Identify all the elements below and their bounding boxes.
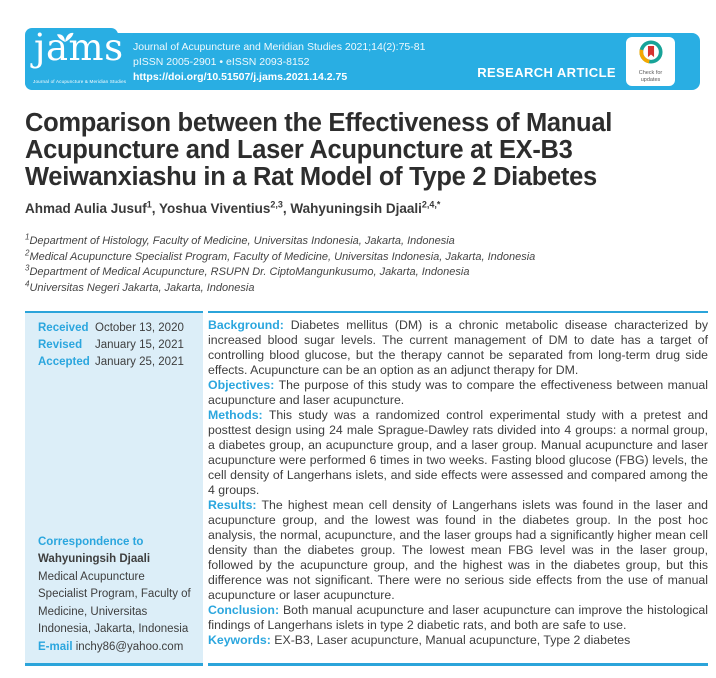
keywords-label: Keywords: xyxy=(208,633,271,647)
affiliation-line: 4Universitas Negeri Jakarta, Jakarta, In… xyxy=(25,278,255,294)
article-title-line: Acupuncture and Laser Acupuncture at EX-… xyxy=(25,136,573,164)
revised-date-row: Revised January 15, 2021 xyxy=(38,339,184,351)
journal-logo-tagline: Journal of Acupuncture & Meridian Studie… xyxy=(33,79,127,84)
article-type-label: RESEARCH ARTICLE xyxy=(477,65,616,80)
article-history-sidebar: Received October 13, 2020 Revised January … xyxy=(25,311,203,666)
author-name: Wahyuningsih Djaali xyxy=(290,201,422,216)
abstract-section-background: Background: Diabetes mellitus (DM) is a … xyxy=(208,318,708,377)
author-list: Ahmad Aulia Jusuf1, Yoshua Viventius2,3,… xyxy=(25,199,441,216)
author-affiliation-marker: 2,3 xyxy=(270,199,283,210)
author-separator: , xyxy=(151,201,160,216)
journal-citation: Journal of Acupuncture and Meridian Stud… xyxy=(133,41,426,53)
received-date-row: Received October 13, 2020 xyxy=(38,322,184,334)
doi-link[interactable]: https://doi.org/10.51507/j.jams.2021.14.… xyxy=(133,71,348,83)
leaf-icon xyxy=(56,29,74,47)
article-meta-and-abstract: Received October 13, 2020 Revised January … xyxy=(25,311,708,666)
email-link[interactable]: inchy86@yahoo.com xyxy=(75,640,184,653)
article-title-line: Comparison between the Effectiveness of … xyxy=(25,109,612,137)
correspondence-address: Medical Acupuncture Specialist Program, … xyxy=(38,570,191,636)
article-history-dates: Received October 13, 2020 Revised January … xyxy=(38,320,195,371)
abstract-section-objectives: Objectives: The purpose of this study wa… xyxy=(208,378,709,407)
article-title-line: Weiwanxiashu in a Rat Model of Type 2 Di… xyxy=(25,163,597,191)
author-name: Ahmad Aulia Jusuf xyxy=(25,201,147,216)
abstract-section-conclusion: Conclusion: Both manual acupuncture and … xyxy=(208,603,708,632)
crossmark-icon xyxy=(638,40,663,69)
correspondence-heading: Correspondence to xyxy=(38,535,144,548)
email-label: E-mail xyxy=(38,640,73,653)
affiliation-line: 2Medical Acupuncture Specialist Program,… xyxy=(25,247,536,263)
accepted-date-row: Accepted January 25, 2021 xyxy=(38,356,184,368)
abstract-section-methods: Methods: This study was a randomized con… xyxy=(208,408,708,497)
abstract: Background: Diabetes mellitus (DM) is a … xyxy=(208,311,708,666)
journal-logo: jams Journal of Acupuncture & Meridian S… xyxy=(25,26,127,90)
affiliation-list: 1Department of Histology, Faculty of Med… xyxy=(25,232,536,296)
journal-citation-block: Journal of Acupuncture and Meridian Stud… xyxy=(133,40,425,85)
journal-logo-text: jams xyxy=(34,26,124,69)
abstract-section-results: Results: The highest mean cell density o… xyxy=(208,498,708,602)
journal-issn: pISSN 2005-2901 • eISSN 2093-8152 xyxy=(133,56,310,68)
keywords-text: EX-B3, Laser acupuncture, Manual acupunc… xyxy=(274,633,631,647)
correspondence-block: Correspondence to Wahyuningsih Djaali Me… xyxy=(38,534,195,657)
affiliation-line: 3Department of Medical Acupuncture, RSUP… xyxy=(25,263,470,278)
check-for-updates-text: Check for updates xyxy=(638,70,663,83)
author-affiliation-marker: 1 xyxy=(146,199,152,210)
keywords-row: Keywords: EX-B3, Laser acupuncture, Manu… xyxy=(208,633,708,648)
author-name: Yoshua Viventius xyxy=(159,201,271,216)
author-affiliation-marker: 2,4,* xyxy=(421,199,441,210)
correspondence-name: Wahyuningsih Djaali xyxy=(38,553,151,565)
article-title: Comparison between the Effectiveness of … xyxy=(25,110,703,191)
journal-header-bar: jams Journal of Acupuncture & Meridian S… xyxy=(25,26,700,90)
check-for-updates-badge[interactable]: Check for updates xyxy=(626,37,675,86)
author-separator: , xyxy=(282,201,291,216)
affiliation-line: 1Department of Histology, Faculty of Med… xyxy=(25,232,455,247)
correspondence-email-row: E-mail inchy86@yahoo.com xyxy=(38,639,195,657)
